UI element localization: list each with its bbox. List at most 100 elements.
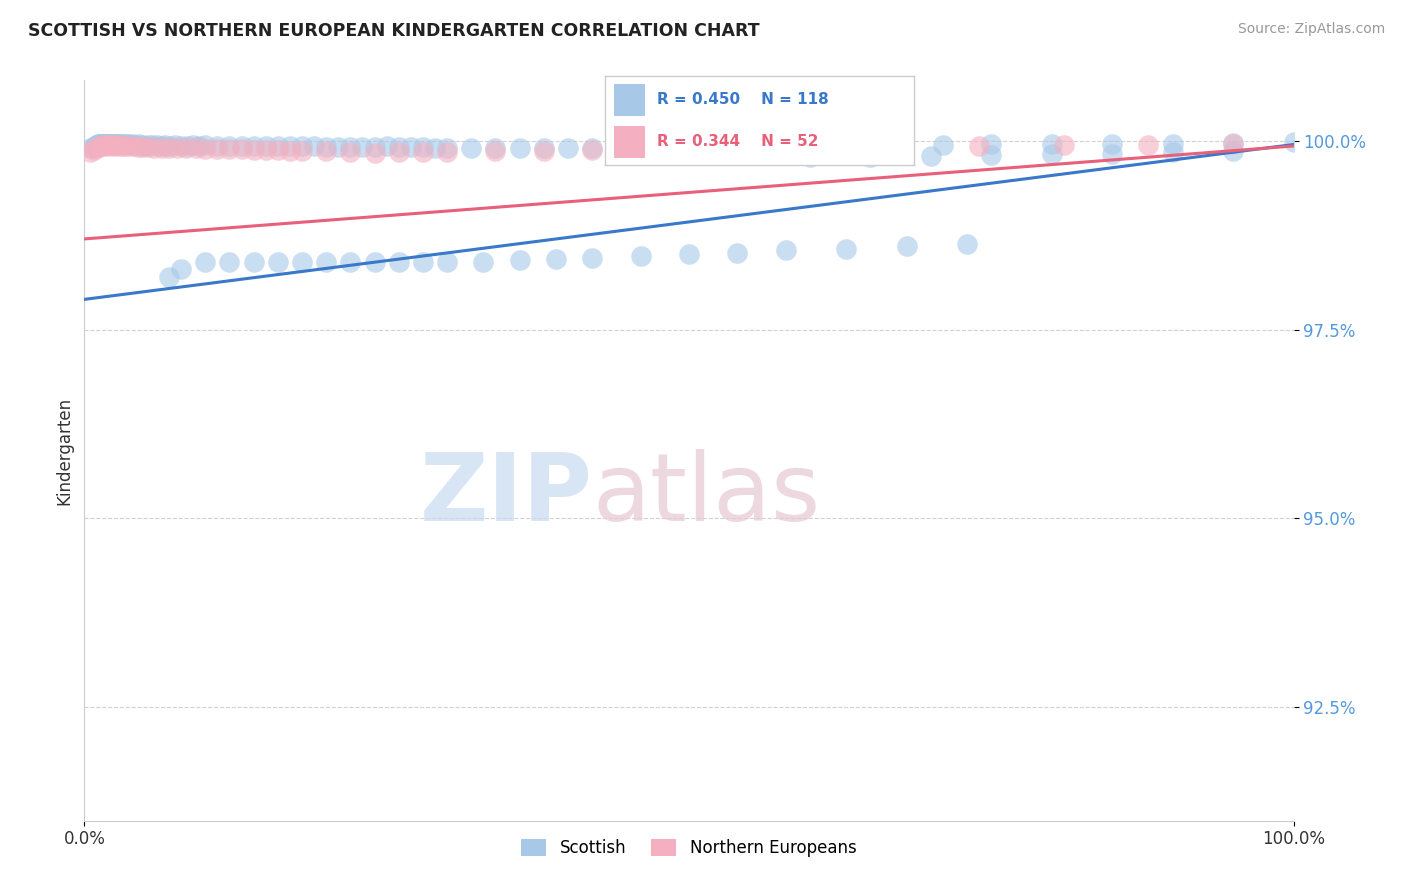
Point	[291, 139, 314, 153]
Point	[117, 139, 139, 153]
Point	[786, 139, 808, 153]
Point	[91, 136, 114, 151]
Point	[115, 137, 138, 152]
Point	[157, 139, 180, 153]
Point	[484, 145, 506, 159]
Point	[254, 143, 277, 157]
Point	[1053, 138, 1076, 153]
Point	[90, 139, 112, 153]
Point	[328, 140, 350, 154]
Point	[138, 140, 160, 154]
Point	[149, 139, 172, 153]
Point	[1282, 135, 1305, 149]
Text: ZIP: ZIP	[419, 449, 592, 541]
Point	[111, 136, 134, 151]
Point	[98, 137, 121, 152]
Point	[509, 140, 531, 154]
Point	[617, 140, 640, 154]
Point	[170, 139, 193, 153]
Point	[110, 137, 132, 152]
Point	[121, 137, 143, 152]
Point	[155, 138, 177, 153]
Point	[920, 149, 942, 163]
Point	[375, 139, 398, 153]
Point	[533, 140, 555, 154]
Point	[315, 145, 337, 159]
Point	[242, 143, 264, 157]
Point	[533, 144, 555, 158]
Point	[138, 138, 160, 153]
Point	[291, 254, 314, 268]
Point	[118, 136, 141, 151]
Point	[91, 138, 114, 153]
Point	[124, 138, 146, 153]
Text: Source: ZipAtlas.com: Source: ZipAtlas.com	[1237, 22, 1385, 37]
Point	[1101, 136, 1123, 151]
Point	[883, 140, 905, 154]
Point	[194, 142, 217, 156]
Point	[121, 139, 143, 153]
Point	[89, 137, 111, 152]
Point	[1222, 136, 1244, 150]
Point	[302, 139, 325, 153]
Point	[581, 251, 603, 265]
Point	[388, 140, 411, 154]
Point	[165, 138, 187, 153]
Point	[103, 138, 125, 153]
Point	[87, 136, 110, 151]
Point	[678, 247, 700, 261]
Point	[363, 254, 385, 268]
Point	[581, 140, 603, 154]
Point	[194, 254, 217, 268]
Point	[86, 141, 108, 155]
Point	[630, 249, 652, 263]
Point	[93, 137, 115, 152]
Point	[100, 136, 122, 151]
Point	[91, 137, 114, 152]
Point	[291, 144, 314, 158]
Point	[363, 140, 385, 154]
Point	[218, 139, 240, 153]
Point	[166, 141, 188, 155]
Y-axis label: Kindergarten: Kindergarten	[55, 396, 73, 505]
Point	[980, 148, 1002, 162]
Point	[176, 139, 198, 153]
Point	[146, 138, 169, 153]
Point	[143, 140, 166, 154]
Point	[315, 140, 337, 154]
Point	[104, 136, 127, 151]
Point	[557, 140, 579, 154]
Point	[254, 139, 277, 153]
Point	[107, 136, 129, 151]
Point	[1040, 147, 1063, 161]
Point	[157, 141, 180, 155]
Point	[231, 139, 253, 153]
Point	[94, 136, 117, 151]
Point	[104, 137, 127, 152]
Point	[150, 140, 173, 154]
Point	[134, 139, 156, 153]
Point	[86, 138, 108, 153]
Point	[956, 237, 979, 252]
Point	[112, 139, 135, 153]
Point	[207, 142, 229, 156]
Point	[1222, 137, 1244, 152]
Point	[97, 136, 120, 151]
Point	[96, 136, 118, 151]
Point	[278, 144, 301, 158]
Point	[725, 245, 748, 260]
Point	[859, 150, 882, 164]
Point	[278, 139, 301, 153]
Point	[388, 145, 411, 159]
Text: SCOTTISH VS NORTHERN EUROPEAN KINDERGARTEN CORRELATION CHART: SCOTTISH VS NORTHERN EUROPEAN KINDERGART…	[28, 22, 759, 40]
Point	[141, 138, 163, 153]
Point	[641, 143, 664, 157]
Point	[90, 137, 112, 152]
Bar	[614, 84, 645, 116]
Point	[79, 145, 101, 159]
Point	[184, 141, 207, 155]
Point	[1222, 144, 1244, 158]
Point	[174, 141, 197, 155]
Point	[339, 145, 361, 159]
Point	[79, 141, 101, 155]
